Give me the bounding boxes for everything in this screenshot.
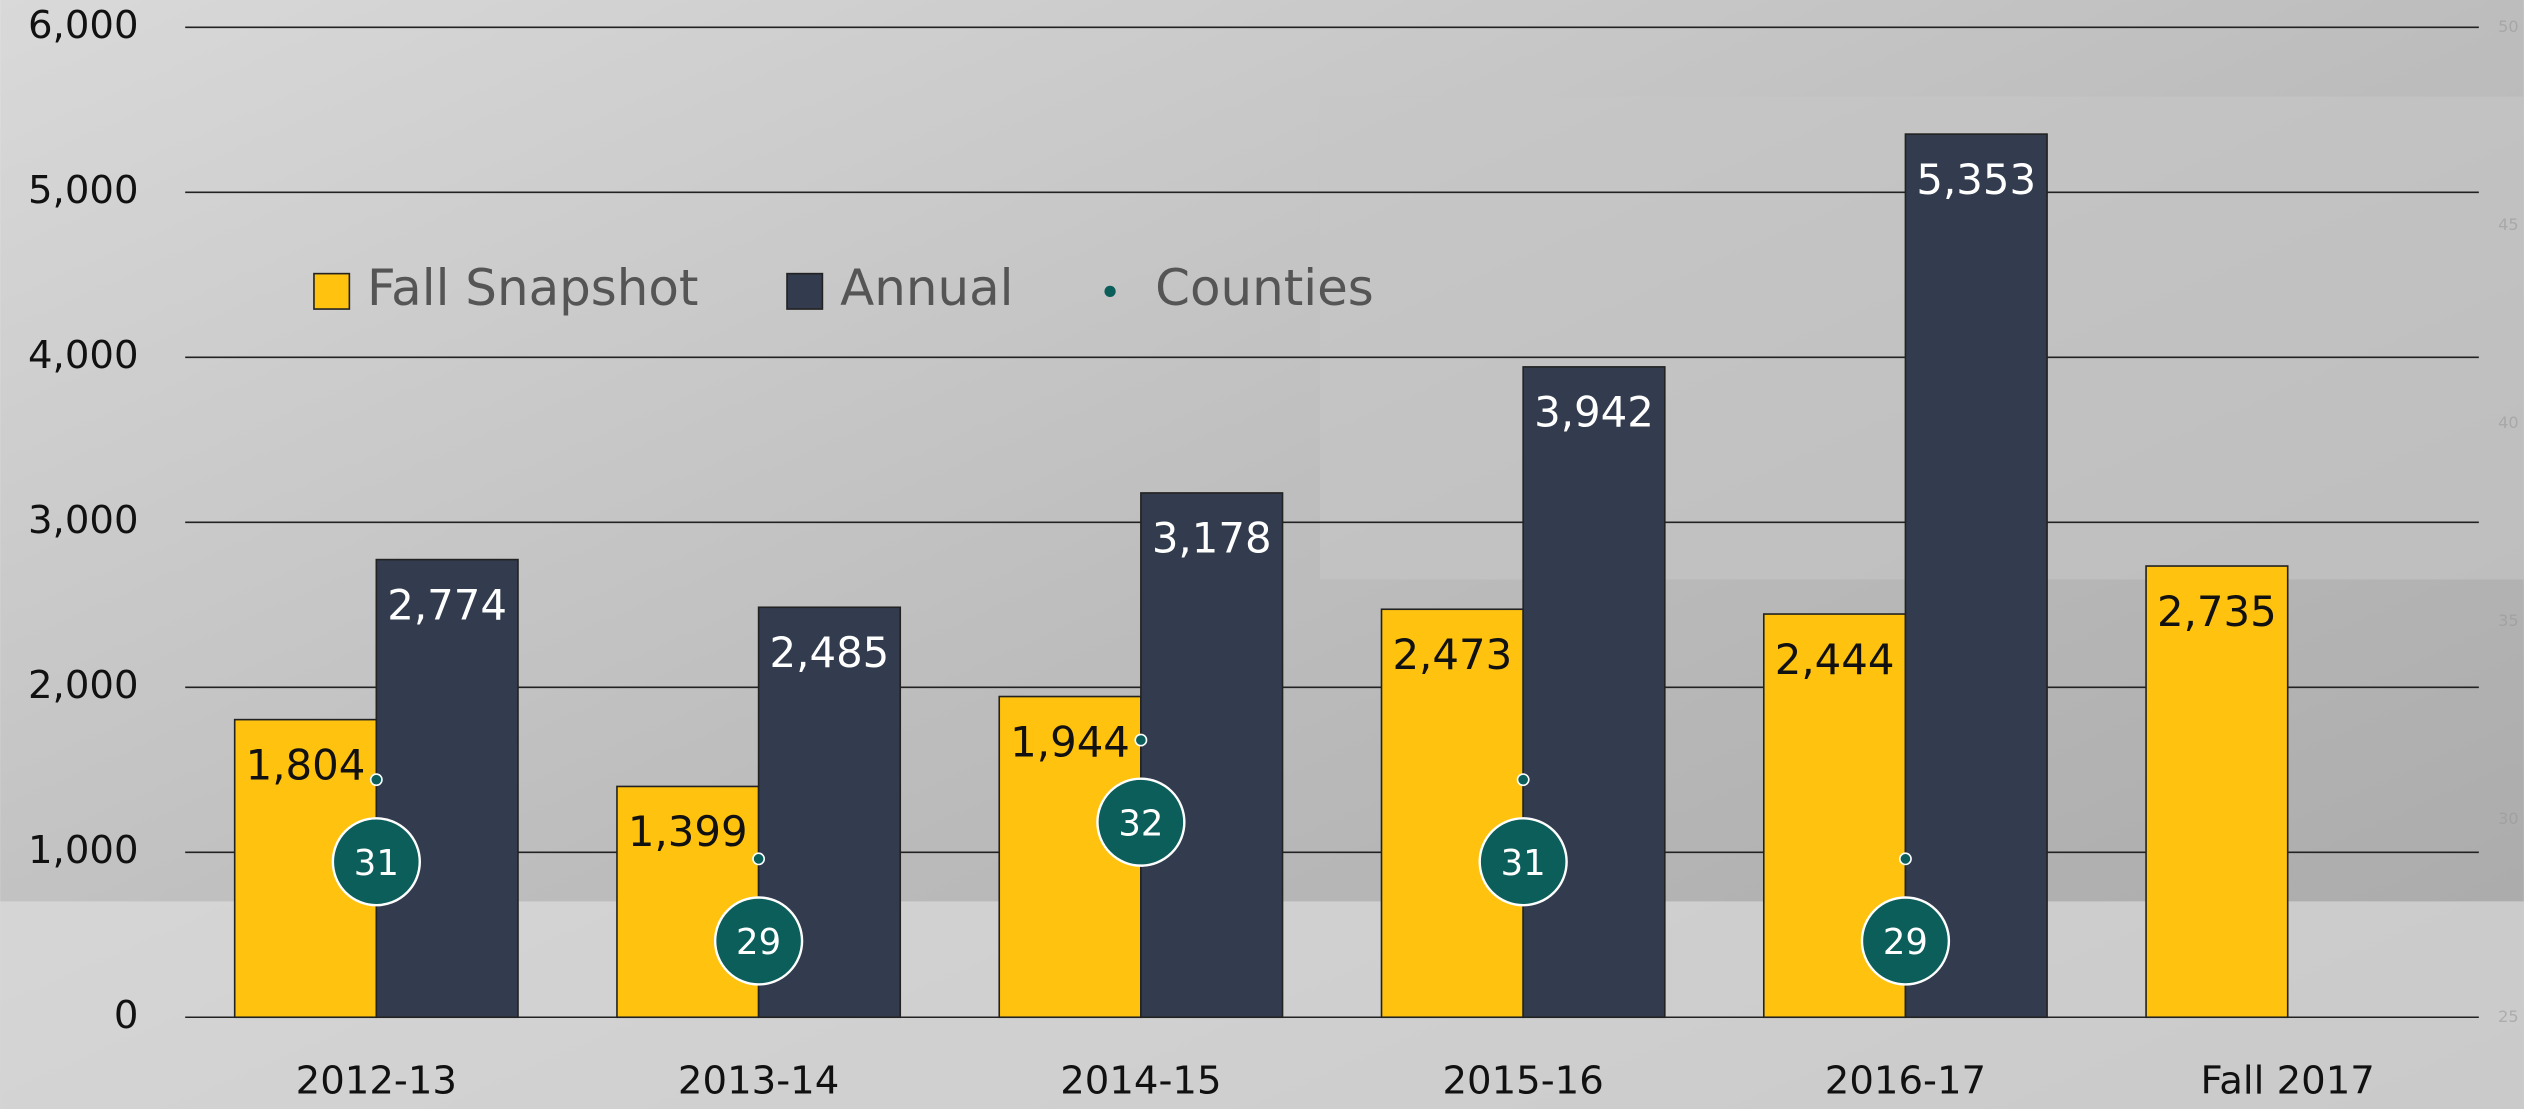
- county-label: 32: [1118, 803, 1163, 844]
- county-badge: [1478, 817, 1568, 907]
- x-tick-label: 2013-14: [678, 1059, 839, 1104]
- county-label: 29: [736, 922, 781, 963]
- value-label: 2,473: [1392, 630, 1512, 679]
- y-tick-label: 3,000: [28, 498, 139, 543]
- county-dot: [1134, 733, 1148, 747]
- value-label: 1,804: [246, 740, 366, 789]
- y2-tick-label: 45: [2498, 215, 2518, 234]
- value-label: 2,485: [770, 628, 890, 677]
- value-label: 5,353: [1916, 155, 2036, 204]
- legend-label: Counties: [1155, 259, 1374, 317]
- value-label: 1,399: [628, 807, 748, 856]
- y2-tick-label: 40: [2498, 413, 2518, 432]
- y2-tick-label: 50: [2498, 17, 2518, 36]
- bar: [1522, 366, 1666, 1019]
- county-badge: [1096, 777, 1186, 867]
- x-tick-label: 2012-13: [296, 1059, 457, 1104]
- county-badge: [713, 896, 804, 986]
- bar: [1904, 133, 2048, 1019]
- y2-tick-label: 30: [2498, 809, 2518, 828]
- county-dot: [1898, 852, 1912, 866]
- value-label: 2,735: [2157, 587, 2277, 636]
- x-tick-label: 2014-15: [1060, 1059, 1221, 1104]
- value-label: 3,178: [1152, 514, 1272, 563]
- x-tick-label: Fall 2017: [2201, 1059, 2375, 1104]
- county-label: 29: [1883, 922, 1928, 963]
- county-badge: [331, 817, 421, 907]
- bar: [375, 558, 519, 1019]
- bar: [1380, 608, 1524, 1019]
- county-label: 31: [1501, 843, 1546, 884]
- value-label: 1,944: [1010, 717, 1130, 766]
- legend-swatch: [1104, 285, 1116, 297]
- y2-tick-label: 25: [2498, 1007, 2518, 1026]
- y-tick-label: 0: [114, 993, 139, 1038]
- y-tick-label: 6,000: [28, 3, 139, 48]
- y2-tick-label: 35: [2498, 611, 2518, 630]
- county-dot: [752, 852, 766, 866]
- county-dot: [369, 773, 383, 787]
- y-tick-label: 1,000: [28, 828, 139, 873]
- legend-label: Fall Snapshot: [367, 259, 698, 317]
- y-tick-label: 2,000: [28, 663, 139, 708]
- value-label: 3,942: [1534, 388, 1654, 437]
- y-tick-label: 4,000: [28, 333, 139, 378]
- x-tick-label: 2016-17: [1825, 1059, 1986, 1104]
- county-dot: [1516, 773, 1530, 787]
- bar: [1140, 492, 1284, 1019]
- county-label: 31: [354, 843, 399, 884]
- county-badge: [1860, 896, 1951, 986]
- legend-swatch: [786, 272, 824, 310]
- legend-label: Annual: [840, 259, 1013, 317]
- bar: [2145, 565, 2289, 1019]
- value-label: 2,444: [1775, 635, 1895, 684]
- x-tick-label: 2015-16: [1442, 1059, 1603, 1104]
- y-tick-label: 5,000: [28, 168, 139, 213]
- value-label: 2,774: [387, 580, 507, 629]
- legend-swatch: [313, 272, 351, 310]
